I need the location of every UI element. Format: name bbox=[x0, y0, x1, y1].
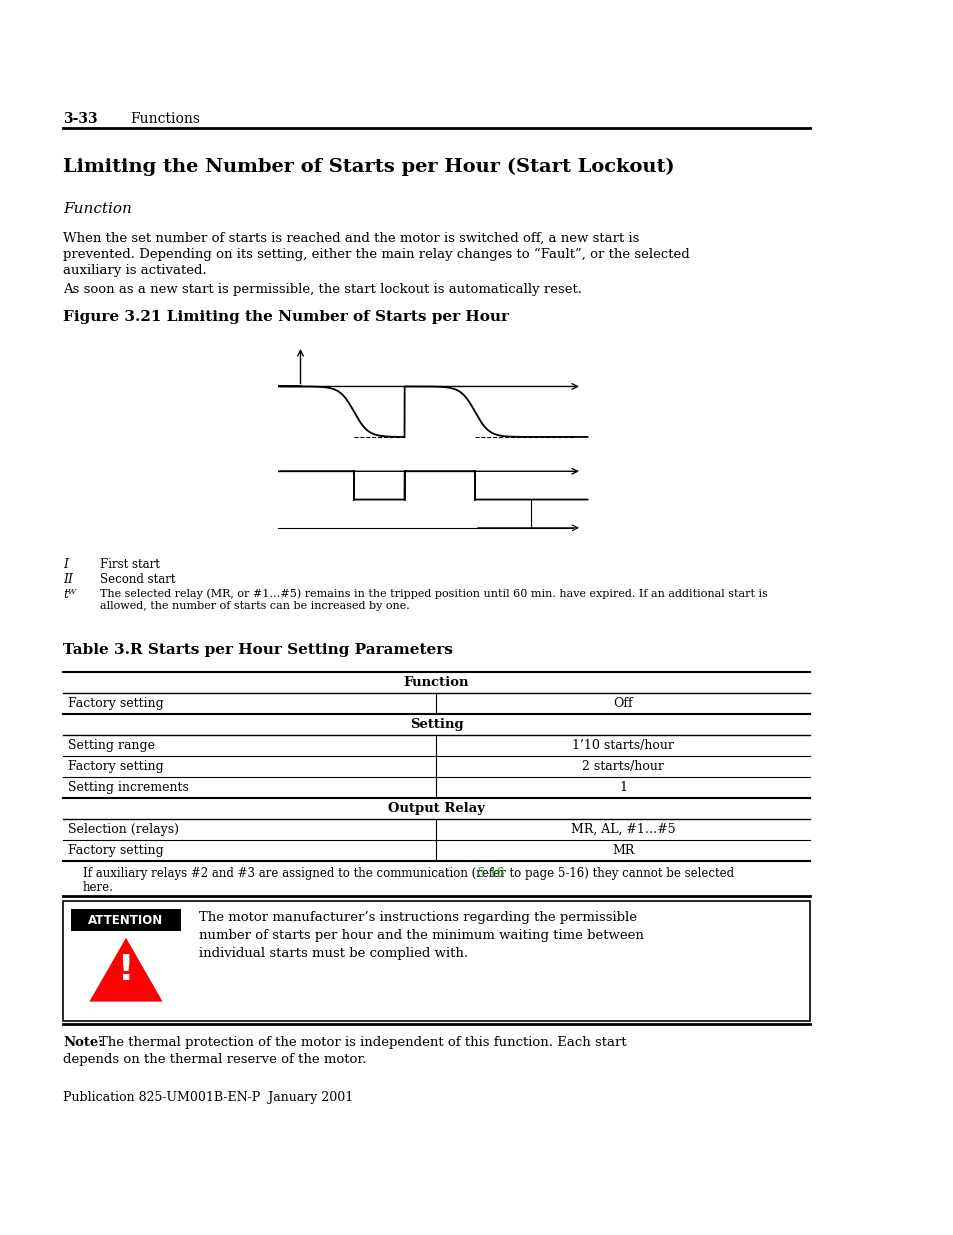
Text: individual starts must be complied with.: individual starts must be complied with. bbox=[199, 947, 468, 960]
Text: 1’10 starts/hour: 1’10 starts/hour bbox=[572, 739, 674, 752]
Text: The motor manufacturer’s instructions regarding the permissible: The motor manufacturer’s instructions re… bbox=[199, 911, 637, 924]
Text: MR: MR bbox=[612, 844, 634, 857]
Text: Factory setting: Factory setting bbox=[68, 760, 164, 773]
Text: Second start: Second start bbox=[100, 573, 175, 585]
Text: Factory setting: Factory setting bbox=[68, 844, 164, 857]
Text: allowed, the number of starts can be increased by one.: allowed, the number of starts can be inc… bbox=[100, 601, 410, 611]
Text: Functions: Functions bbox=[130, 112, 200, 126]
Text: First start: First start bbox=[100, 558, 160, 571]
Text: II: II bbox=[63, 573, 73, 585]
Text: tᵂ: tᵂ bbox=[63, 588, 76, 601]
Text: Publication 825-UM001B-EN-P  January 2001: Publication 825-UM001B-EN-P January 2001 bbox=[63, 1091, 353, 1104]
Text: If auxiliary relays #2 and #3 are assigned to the communication (refer to page 5: If auxiliary relays #2 and #3 are assign… bbox=[83, 867, 734, 881]
Text: here.: here. bbox=[83, 881, 113, 894]
Bar bbox=[63, 902, 809, 1021]
Text: Setting: Setting bbox=[409, 718, 463, 731]
Text: auxiliary is activated.: auxiliary is activated. bbox=[63, 264, 207, 277]
Text: depends on the thermal reserve of the motor.: depends on the thermal reserve of the mo… bbox=[63, 1053, 366, 1066]
Text: Setting range: Setting range bbox=[68, 739, 154, 752]
Text: 5-16: 5-16 bbox=[477, 867, 504, 881]
Text: When the set number of starts is reached and the motor is switched off, a new st: When the set number of starts is reached… bbox=[63, 232, 639, 245]
Text: Setting increments: Setting increments bbox=[68, 781, 189, 794]
Text: Factory setting: Factory setting bbox=[68, 697, 164, 710]
Text: number of starts per hour and the minimum waiting time between: number of starts per hour and the minimu… bbox=[199, 929, 643, 942]
Text: I: I bbox=[63, 558, 68, 571]
Bar bbox=[71, 909, 181, 931]
Text: As soon as a new start is permissible, the start lockout is automatically reset.: As soon as a new start is permissible, t… bbox=[63, 283, 581, 296]
Text: Function: Function bbox=[63, 203, 132, 216]
Polygon shape bbox=[87, 935, 165, 1003]
Text: Table 3.R Starts per Hour Setting Parameters: Table 3.R Starts per Hour Setting Parame… bbox=[63, 643, 453, 657]
Text: prevented. Depending on its setting, either the main relay changes to “Fault”, o: prevented. Depending on its setting, eit… bbox=[63, 248, 689, 262]
Text: Selection (relays): Selection (relays) bbox=[68, 823, 179, 836]
Text: Output Relay: Output Relay bbox=[388, 802, 484, 815]
Text: MR, AL, #1…#5: MR, AL, #1…#5 bbox=[570, 823, 675, 836]
Text: ATTENTION: ATTENTION bbox=[89, 914, 164, 926]
Text: Note:: Note: bbox=[63, 1036, 103, 1049]
Text: Figure 3.21 Limiting the Number of Starts per Hour: Figure 3.21 Limiting the Number of Start… bbox=[63, 310, 509, 324]
Text: 1: 1 bbox=[618, 781, 626, 794]
Text: 3-33: 3-33 bbox=[63, 112, 97, 126]
Text: 2 starts/hour: 2 starts/hour bbox=[581, 760, 663, 773]
Text: Off: Off bbox=[613, 697, 633, 710]
Text: Function: Function bbox=[403, 676, 469, 689]
Text: Limiting the Number of Starts per Hour (Start Lockout): Limiting the Number of Starts per Hour (… bbox=[63, 158, 674, 177]
Text: !: ! bbox=[117, 953, 134, 987]
Text: The thermal protection of the motor is independent of this function. Each start: The thermal protection of the motor is i… bbox=[99, 1036, 626, 1049]
Text: The selected relay (MR, or #1…#5) remains in the tripped position until 60 min. : The selected relay (MR, or #1…#5) remain… bbox=[100, 588, 767, 599]
